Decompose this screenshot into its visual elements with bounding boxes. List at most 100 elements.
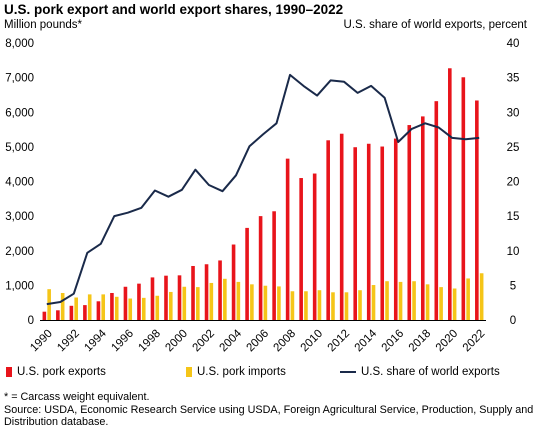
import-bar [168, 291, 173, 320]
export-bar [191, 265, 195, 320]
import-bar [263, 285, 268, 320]
left-tick-label: 8,000 [5, 38, 34, 50]
left-tick-label: 2,000 [5, 246, 34, 258]
x-tick-label: 1992 [55, 328, 82, 355]
import-bar [479, 273, 484, 320]
export-bar [150, 277, 155, 320]
export-bar [231, 244, 236, 320]
legend-item-share: U.S. share of world exports [340, 366, 500, 378]
import-bar [344, 292, 349, 320]
import-bar [74, 297, 78, 320]
export-bar [434, 101, 439, 320]
legend-swatch-share [340, 371, 356, 373]
x-tick-label: 2004 [218, 327, 245, 354]
right-tick-label: 30 [507, 107, 520, 119]
export-bar [258, 216, 263, 320]
line-series [46, 73, 480, 306]
right-tick-label: 40 [507, 38, 520, 50]
import-bar [114, 296, 119, 320]
import-bar [358, 290, 362, 320]
import-bar [290, 291, 295, 320]
import-bar [101, 294, 106, 320]
right-tick-label: 15 [507, 211, 520, 223]
export-bar [272, 211, 276, 320]
export-bar [285, 158, 290, 320]
export-bar [123, 286, 128, 320]
export-bar [312, 173, 317, 320]
footnote-note: * = Carcass weight equivalent. [4, 391, 150, 403]
import-bar [250, 284, 254, 320]
left-tick-label: 6,000 [5, 107, 34, 119]
x-tick-label: 1994 [82, 327, 109, 354]
export-bar [56, 310, 60, 320]
import-bar [425, 284, 430, 320]
x-axis: 1990 1992 1994 1996 1998 2000 2002 2004 2006 2008… [28, 327, 487, 354]
legend-label-share: U.S. share of world exports [361, 366, 500, 378]
left-tick-label: 1,000 [5, 280, 34, 292]
legend-label-exports: U.S. pork exports [17, 366, 106, 378]
footnote-source-cont: Distribution database. [4, 416, 109, 428]
import-bar [331, 292, 335, 320]
left-tick-label: 7,000 [5, 73, 34, 85]
import-bar [304, 291, 308, 320]
import-bar [371, 285, 376, 320]
x-tick-label: 2014 [353, 327, 380, 354]
export-bar [407, 125, 412, 320]
footnote-source: Source: USDA, Economic Research Service … [4, 403, 533, 416]
x-tick-label: 2016 [380, 328, 407, 355]
legend-item-exports: U.S. pork exports [6, 366, 106, 378]
legend-label-imports: U.S. pork imports [197, 366, 286, 378]
left-tick-label: 0 [28, 315, 34, 327]
chart-canvas: 0 1,000 2,000 3,000 4,000 5,000 6,000 7,000 8,00… [5, 38, 520, 354]
export-bar [393, 138, 398, 320]
x-tick-label: 2018 [407, 328, 434, 355]
left-tick-label: 5,000 [5, 142, 34, 154]
left-tick-label: 4,000 [5, 177, 34, 189]
import-bar [236, 281, 241, 320]
export-bar [420, 116, 425, 320]
bar-series [42, 68, 484, 321]
legend-swatch-exports [6, 367, 12, 377]
right-tick-label: 10 [507, 246, 520, 258]
export-bar [326, 140, 330, 320]
export-bar [69, 305, 74, 320]
import-bar [87, 294, 92, 320]
import-bar [60, 292, 65, 320]
export-bar [42, 311, 47, 320]
import-bar [398, 281, 403, 320]
legend: U.S. pork exports U.S. pork imports U.S.… [6, 366, 528, 382]
share-line [46, 73, 480, 306]
left-axis: 0 1,000 2,000 3,000 4,000 5,000 6,000 7,000 8,00… [5, 38, 34, 327]
x-tick-label: 1996 [109, 328, 136, 355]
import-bar [209, 282, 214, 320]
export-bar [475, 100, 479, 320]
x-tick-label: 2020 [434, 328, 461, 355]
export-bar [245, 227, 249, 320]
x-tick-label: 2012 [326, 328, 353, 355]
import-bar [466, 278, 470, 320]
x-tick-label: 1990 [28, 328, 55, 355]
x-tick-label: 2022 [461, 328, 488, 355]
x-tick-label: 2002 [190, 328, 217, 355]
x-tick-label: 2006 [245, 328, 272, 355]
import-bar [452, 288, 457, 320]
export-bar [461, 77, 466, 320]
right-tick-label: 0 [510, 315, 516, 327]
import-bar [196, 287, 200, 320]
export-bar [299, 178, 303, 320]
x-tick-label: 2008 [272, 328, 299, 355]
export-bar [83, 305, 87, 320]
left-tick-label: 3,000 [5, 211, 34, 223]
import-bar [277, 286, 281, 320]
import-bar [155, 295, 160, 320]
import-bar [141, 297, 146, 320]
x-tick-label: 1998 [136, 328, 163, 355]
export-bar [353, 147, 358, 320]
chart-title: U.S. pork export and world export shares… [4, 2, 344, 17]
import-bar [128, 298, 133, 320]
legend-item-imports: U.S. pork imports [186, 366, 286, 378]
right-tick-label: 35 [507, 73, 520, 85]
right-tick-label: 5 [510, 280, 516, 292]
right-axis: 0 5 10 15 20 25 30 35 40 [507, 38, 520, 327]
legend-swatch-imports [186, 367, 192, 377]
